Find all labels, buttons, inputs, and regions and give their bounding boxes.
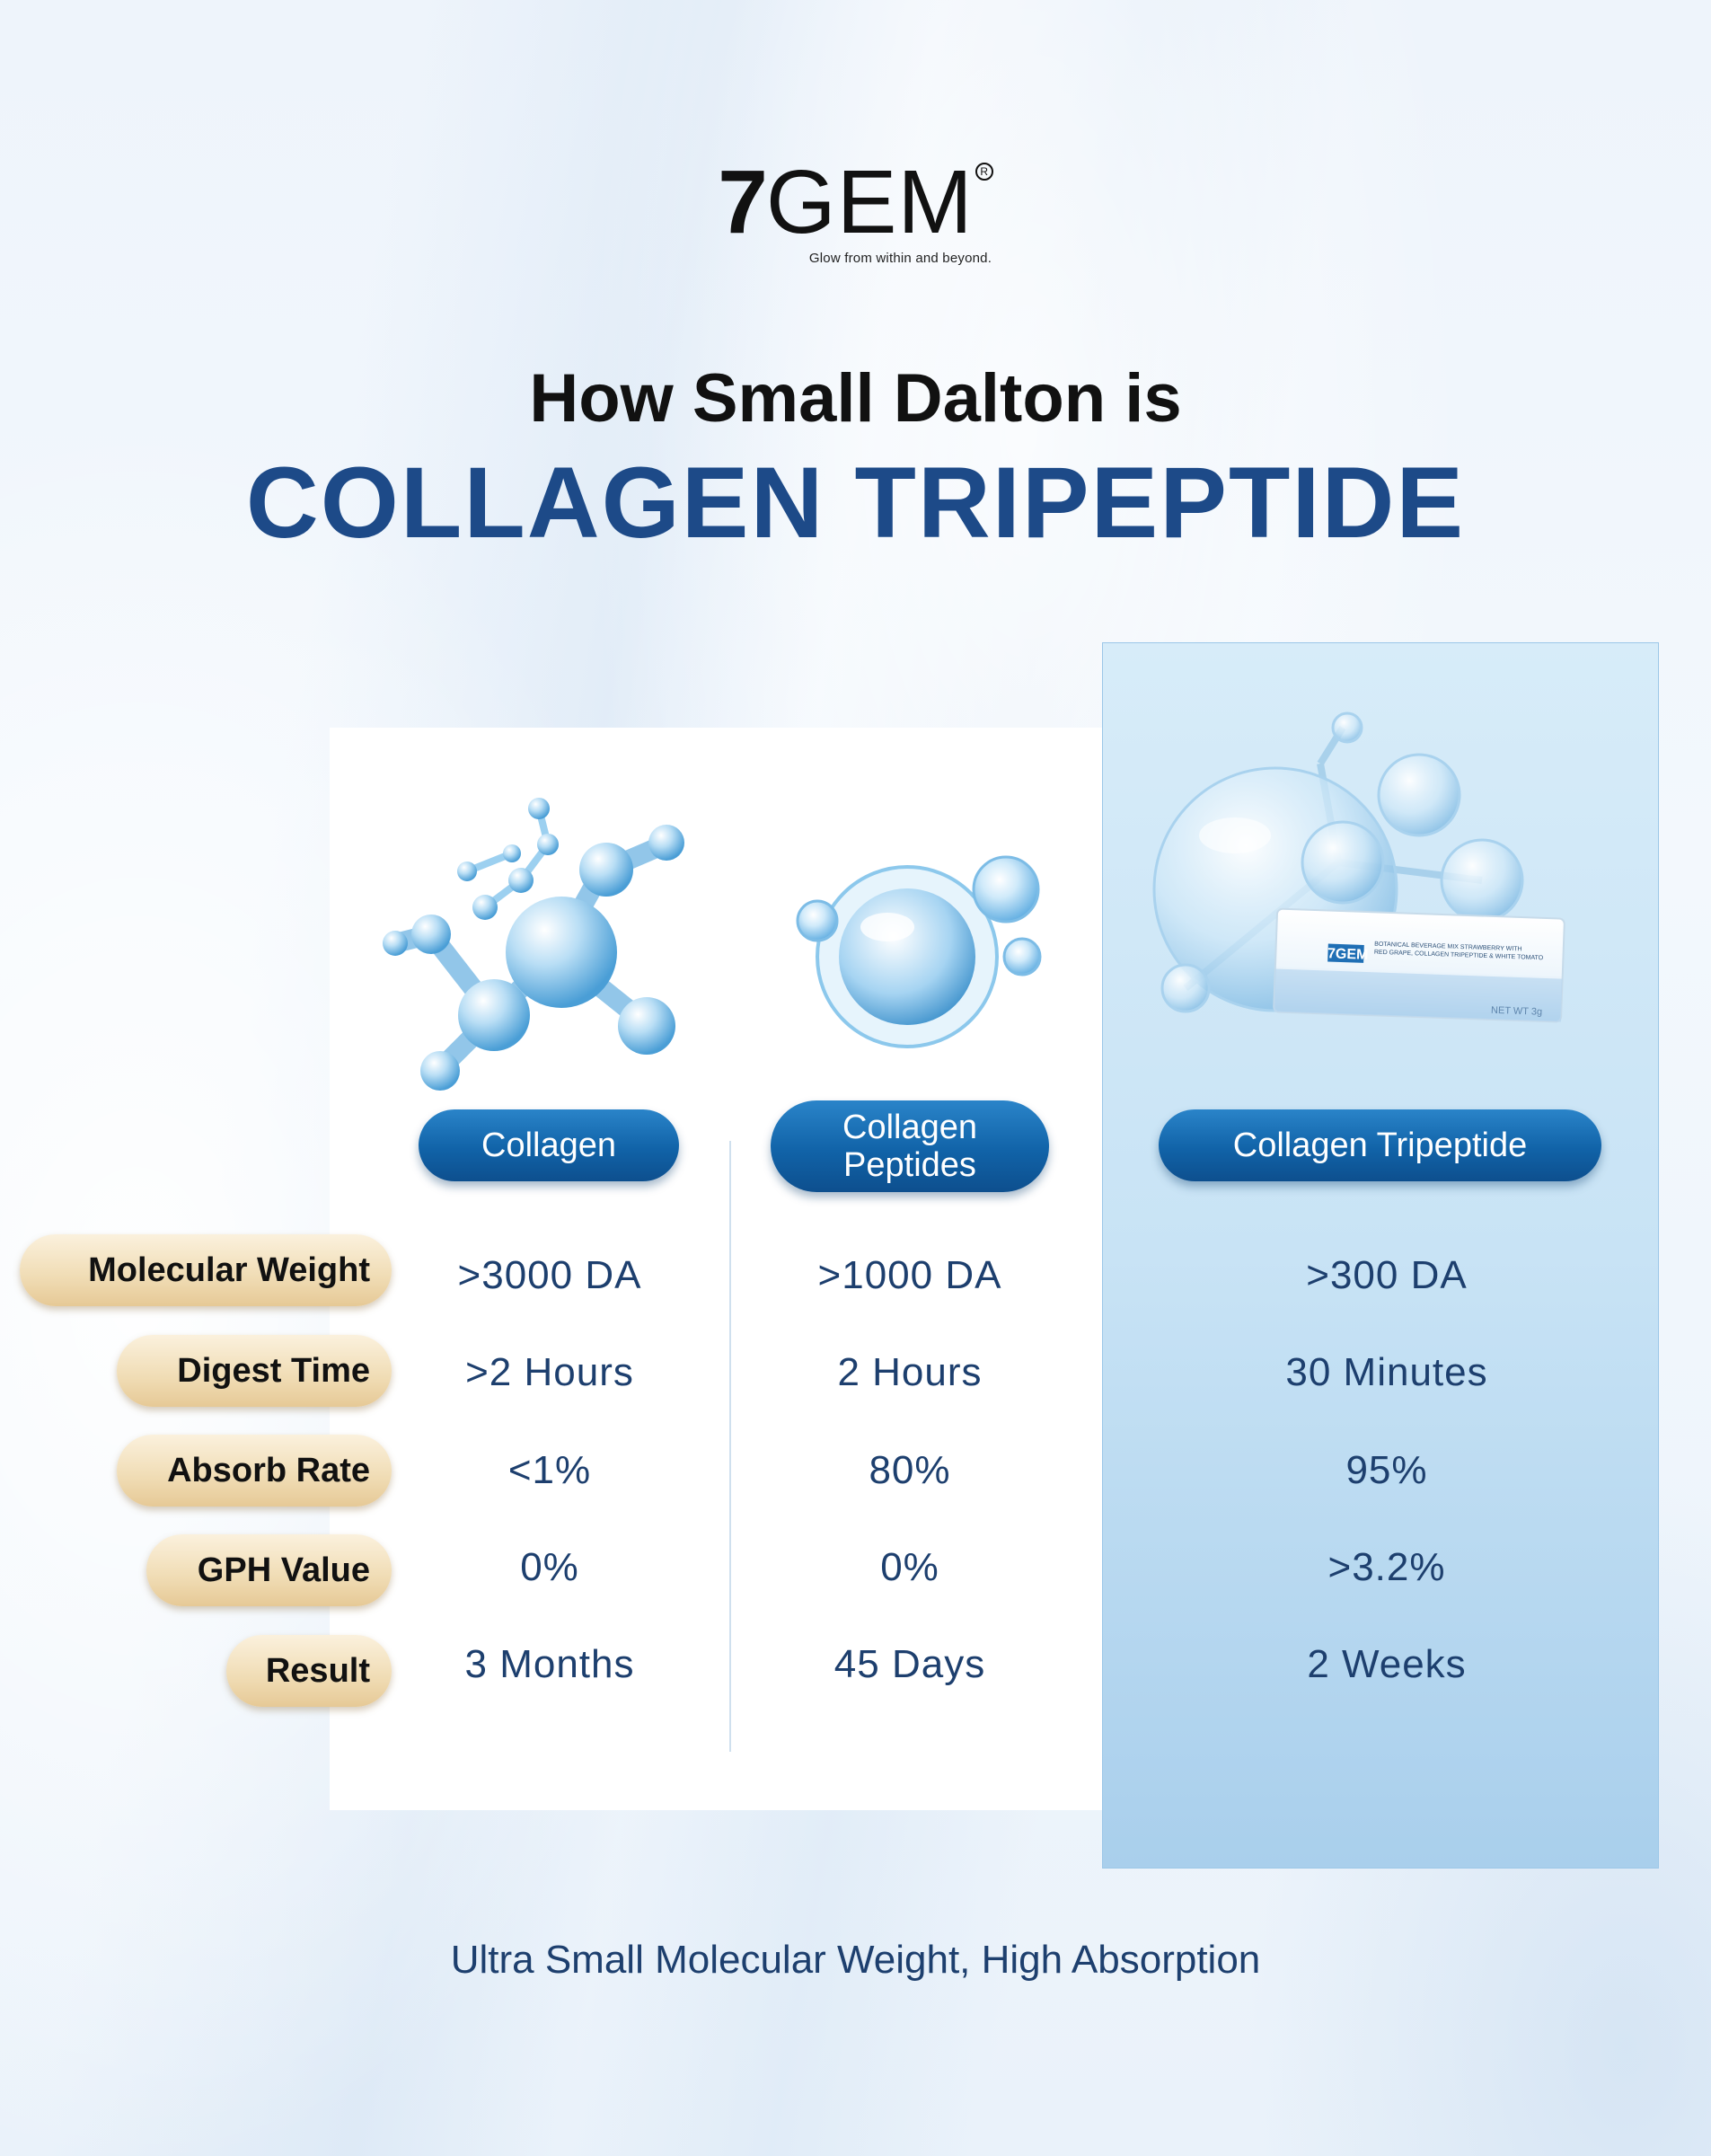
value-peptides-molecular-weight: >1000 DA bbox=[817, 1253, 1002, 1297]
brand-tagline: Glow from within and beyond. bbox=[808, 251, 992, 266]
value-collagen-digest-time: >2 Hours bbox=[465, 1350, 634, 1394]
value-peptides-result: 45 Days bbox=[833, 1642, 986, 1686]
row-label-absorb-rate: Absorb Rate bbox=[117, 1435, 392, 1507]
column-header-collagen: Collagen bbox=[419, 1109, 679, 1181]
value-collagen-absorb-rate: <1% bbox=[507, 1448, 592, 1492]
headline: How Small Dalton is bbox=[529, 360, 1182, 437]
peptide-bubble-icon bbox=[796, 855, 1042, 1048]
footer-tagline: Ultra Small Molecular Weight, High Absor… bbox=[450, 1938, 1261, 1982]
logo-seven: 7 bbox=[718, 152, 768, 252]
packet-brand: 7GEM bbox=[1327, 946, 1369, 963]
packet-net-weight: NET WT 3g bbox=[1490, 1004, 1543, 1018]
value-tripeptide-molecular-weight: >300 DA bbox=[1306, 1253, 1468, 1297]
row-label-digest-time: Digest Time bbox=[117, 1335, 392, 1407]
value-collagen-result: 3 Months bbox=[464, 1642, 635, 1686]
brand-logo: 7 GEM R Glow from within and beyond. bbox=[0, 157, 1711, 266]
value-peptides-absorb-rate: 80% bbox=[869, 1448, 951, 1492]
row-label-molecular-weight: Molecular Weight bbox=[20, 1234, 392, 1306]
logo-gem: GEM bbox=[765, 152, 974, 252]
column-header-collagen-peptides: Collagen Peptides bbox=[771, 1100, 1049, 1192]
value-collagen-molecular-weight: >3000 DA bbox=[457, 1253, 642, 1297]
column-divider bbox=[729, 1141, 731, 1752]
registered-mark: R bbox=[975, 163, 993, 181]
value-collagen-gph-value: 0% bbox=[520, 1545, 579, 1589]
value-tripeptide-gph-value: >3.2% bbox=[1327, 1545, 1446, 1589]
collagen-molecule-icon bbox=[383, 798, 684, 1091]
page-title: COLLAGEN TRIPEPTIDE bbox=[245, 446, 1466, 559]
tripeptide-molecule-icon bbox=[1152, 711, 1565, 1023]
value-tripeptide-result: 2 Weeks bbox=[1307, 1642, 1467, 1686]
row-label-gph-value: GPH Value bbox=[146, 1534, 392, 1606]
value-peptides-gph-value: 0% bbox=[880, 1545, 939, 1589]
row-label-result: Result bbox=[226, 1635, 392, 1707]
value-tripeptide-absorb-rate: 95% bbox=[1345, 1448, 1428, 1492]
value-tripeptide-digest-time: 30 Minutes bbox=[1285, 1350, 1488, 1394]
value-peptides-digest-time: 2 Hours bbox=[837, 1350, 983, 1394]
column-header-collagen-tripeptide: Collagen Tripeptide bbox=[1159, 1109, 1601, 1181]
